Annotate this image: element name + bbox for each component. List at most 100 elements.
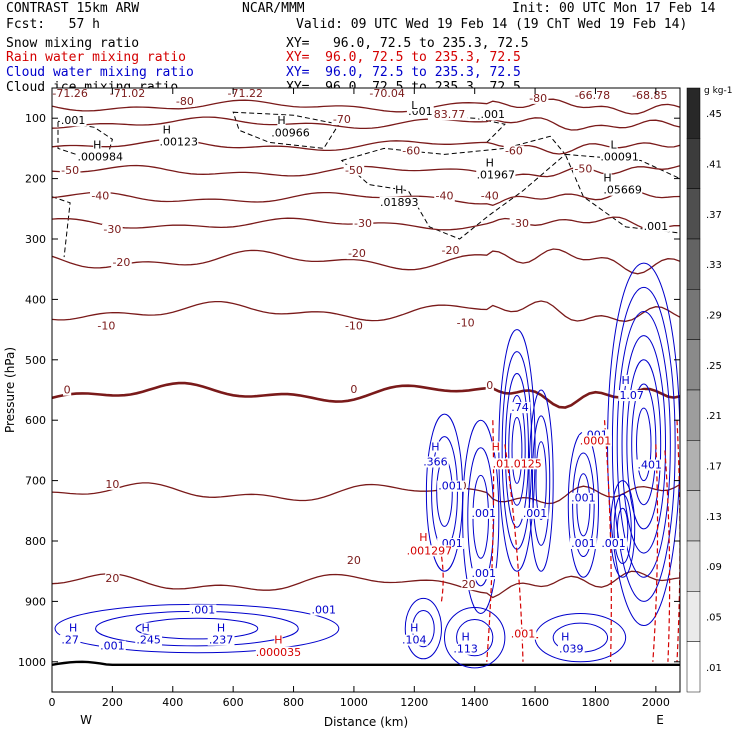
- temperature-label-bg: [572, 89, 613, 101]
- cloud-water-label-bg: [400, 634, 428, 646]
- rain-label: .0125: [510, 457, 542, 470]
- cloud-water-label: .001: [472, 507, 497, 520]
- cloud-water-label: H: [69, 622, 77, 635]
- cloud-water-label: H: [217, 622, 225, 635]
- colorbar-label: .21: [706, 411, 722, 422]
- y-tick-label: 700: [25, 475, 46, 488]
- model-title: CONTRAST 15km ARW: [6, 1, 140, 16]
- colorbar-label: .37: [706, 210, 722, 221]
- cloud-water-contour: [621, 335, 667, 554]
- temperature-label-bg: [346, 554, 362, 566]
- ice-label-bg: [93, 139, 102, 151]
- cloud-water-contour: [531, 415, 551, 546]
- cloud-water-contour: [611, 286, 676, 602]
- colorbar-segment: [686, 641, 701, 693]
- cloud-water-label: .401: [638, 459, 663, 472]
- colorbar-label: .17: [706, 462, 722, 473]
- cloud-water-label: .366: [423, 456, 448, 469]
- temperature-label: 0: [64, 384, 71, 397]
- colorbar-label: .29: [706, 311, 722, 322]
- temperature-label-bg: [90, 190, 111, 202]
- cloud-water-label: .001: [571, 492, 596, 505]
- x-axis-title: Distance (km): [324, 715, 408, 729]
- temperature-label-bg: [111, 257, 132, 269]
- ice-label: .00123: [160, 135, 199, 148]
- forecast-label: Fcst: 57 h: [6, 17, 100, 32]
- temperature-label-bg: [102, 223, 123, 235]
- rain-label-bg: [406, 545, 453, 557]
- ice-contour: [340, 135, 566, 240]
- cloud-water-label-bg: [207, 634, 235, 646]
- rain-contour: [652, 444, 659, 662]
- ice-label: .01893: [380, 196, 419, 209]
- rain-contour: [676, 420, 680, 662]
- cloud-water-label-bg: [521, 507, 549, 519]
- cloud-water-label: 1.07: [619, 389, 644, 402]
- colorbar-unit: g kg-1: [704, 86, 732, 96]
- colorbar-label: .33: [706, 260, 722, 271]
- ice-label-bg: [270, 127, 311, 139]
- isotherm--70: [52, 116, 680, 131]
- temperature-label: -10: [457, 317, 475, 330]
- x-tick-label: 0: [49, 696, 56, 709]
- temperature-label-bg: [367, 88, 407, 100]
- temperature-label: -40: [481, 190, 499, 203]
- temperature-label-bg: [630, 89, 670, 101]
- rain-label-bg: [419, 532, 428, 543]
- temperature-label-bg: [400, 145, 422, 157]
- ice-label: H: [486, 157, 494, 170]
- colorbar-segment: [686, 591, 701, 642]
- cloud-water-label-bg: [422, 456, 449, 468]
- surface-line: [52, 660, 680, 666]
- ice-label: L: [411, 99, 418, 112]
- cloud-water-label: .27: [61, 634, 79, 647]
- temperature-label: -50: [345, 164, 363, 177]
- ice-label-bg: [410, 100, 419, 112]
- temperature-label-bg: [174, 95, 196, 107]
- rain-label-bg: [491, 458, 519, 470]
- ice-label-bg: [603, 172, 612, 184]
- isotherm--80: [52, 98, 680, 115]
- temperature-label-bg: [62, 384, 72, 396]
- cloud-water-contour: [576, 473, 591, 537]
- colorbar-segment: [686, 188, 701, 240]
- temperature-label-bg: [349, 384, 359, 396]
- temperature-label: -50: [574, 163, 592, 176]
- ice-label-bg: [476, 169, 516, 181]
- rain-contour: [486, 420, 495, 662]
- temperature-label: -71.02: [110, 87, 145, 100]
- cloud-water-contour: [528, 389, 554, 572]
- cloud-water-contour: [135, 617, 259, 640]
- cloud-water-label: .039: [559, 643, 584, 656]
- ice-contour: [564, 153, 680, 234]
- cloud-water-label-bg: [59, 634, 81, 646]
- ice-label: .00091: [600, 150, 639, 163]
- temperature-label: -20: [348, 247, 366, 260]
- cloud-water-label-bg: [437, 480, 464, 492]
- temperature-label: -20: [112, 256, 130, 269]
- cloud-water-label-bg: [98, 640, 126, 652]
- colorbar-label: .45: [706, 109, 722, 120]
- temperature-label-bg: [440, 245, 461, 257]
- temperature-label-bg: [479, 190, 501, 202]
- x-end-label-left: W: [80, 713, 92, 727]
- temperature-label: -30: [103, 223, 121, 236]
- cloud-water-label: H: [141, 622, 149, 635]
- ice-label-bg: [159, 136, 199, 148]
- colorbar-segment: [686, 389, 701, 441]
- cloud-water-contour: [504, 373, 529, 528]
- temperature-label-bg: [485, 379, 494, 391]
- temperature-label-bg: [59, 164, 81, 176]
- temperature-label: -40: [91, 190, 109, 203]
- cloud-water-label-bg: [437, 538, 464, 550]
- colorbar-label: .25: [706, 361, 722, 372]
- cloud-water-label: .001: [438, 480, 463, 493]
- temperature-label-bg: [105, 573, 120, 585]
- ice-label: .001: [644, 220, 669, 233]
- isotherm-10: [52, 482, 680, 505]
- cloud-water-label: H: [461, 631, 469, 644]
- plot-area: [52, 88, 680, 692]
- cloud-water-label: .001: [571, 537, 596, 550]
- cloud-water-label-bg: [569, 538, 597, 550]
